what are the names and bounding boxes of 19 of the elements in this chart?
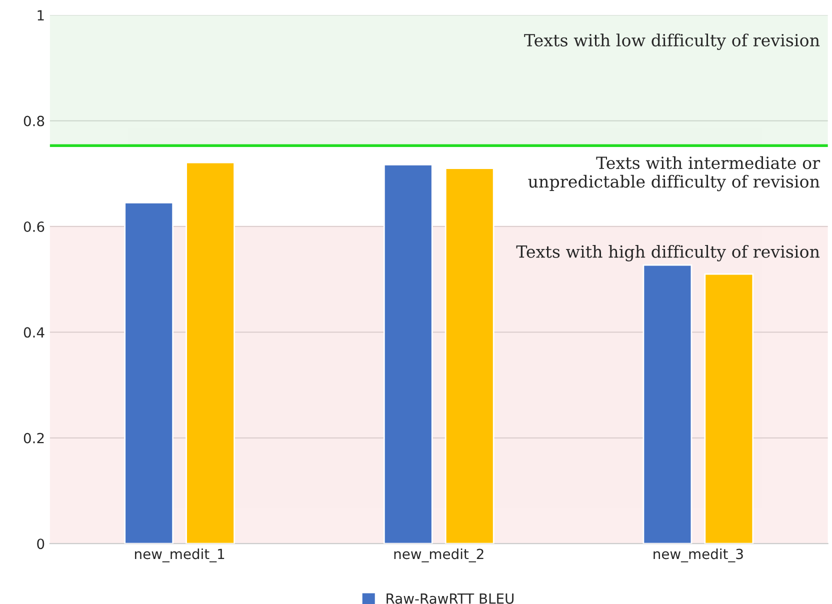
y-tick-label: 0.8 [24, 116, 44, 126]
y-tick-label: 1 [38, 10, 44, 20]
y-tick-label: 0.6 [24, 221, 44, 232]
y-tick-label: 0 [37, 538, 44, 550]
legend-label: Raw-RawRTT BLEU [386, 594, 514, 604]
bar [186, 162, 235, 544]
bar [642, 264, 692, 544]
bar [704, 273, 754, 544]
band-label: Texts with low difficulty of revision [524, 34, 820, 50]
bar [124, 202, 174, 544]
annotation: Texts with intermediate or unpredictable difficulty of revision [528, 156, 820, 192]
x-tick-label: new_medit_2 [394, 548, 484, 562]
bar [444, 168, 494, 544]
band-label: Texts with high difficulty of revision [516, 245, 820, 262]
y-tick-label: 0.4 [24, 327, 44, 338]
x-tick-label: new_medit_1 [135, 548, 224, 562]
y-tick-label: 0.2 [24, 432, 44, 444]
bar [383, 164, 433, 544]
x-tick-label: new_medit_3 [654, 548, 743, 562]
